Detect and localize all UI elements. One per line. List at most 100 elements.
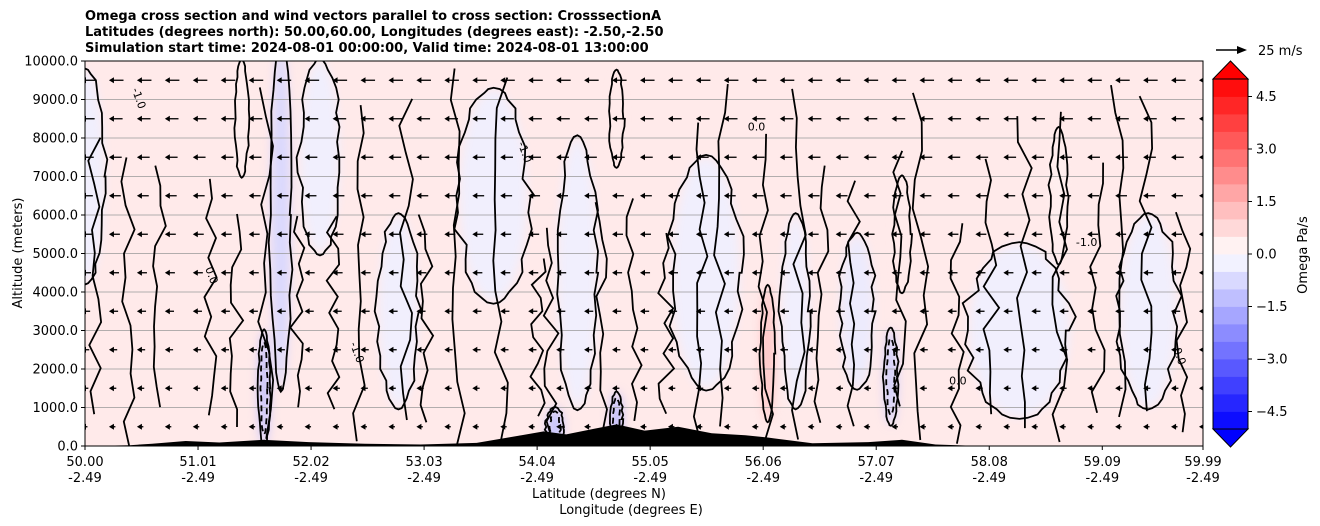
wind-vector-head-2-0 <box>136 423 142 430</box>
contour-filament-1 <box>120 157 136 446</box>
wind-vector-head-31-2 <box>947 346 953 353</box>
wind-vector-head-3-9 <box>164 77 170 84</box>
wind-vector-head-22-2 <box>695 346 701 353</box>
wind-vector-head-21-6 <box>667 192 673 199</box>
wind-vector-head-30-1 <box>919 385 925 392</box>
wind-vector-head-23-8 <box>723 115 729 122</box>
wind-vector-head-2-9 <box>136 77 142 84</box>
wind-vector-head-38-3 <box>1143 308 1149 315</box>
wind-vector-head-38-8 <box>1143 115 1149 122</box>
wind-vector-head-4-4 <box>192 269 198 276</box>
wind-vector-head-4-3 <box>192 308 198 315</box>
wind-vector-head-12-7 <box>416 154 422 161</box>
contour-filament-30 <box>1089 162 1106 414</box>
wind-vector-head-21-5 <box>667 231 673 238</box>
wind-vector-head-1-6 <box>108 192 114 199</box>
wind-vector-head-16-1 <box>528 385 534 392</box>
x-tick-label-lat-0: 50.00 <box>66 455 103 470</box>
wind-vector-head-40-4 <box>1199 270 1203 276</box>
wind-vector-head-39-1 <box>1171 385 1177 392</box>
colorbar-level-3 <box>1213 359 1248 377</box>
wind-vector-head-23-3 <box>723 308 729 315</box>
wind-vector-head-12-6 <box>416 192 422 199</box>
wind-vector-head-3-8 <box>164 115 170 122</box>
wind-vector-head-31-5 <box>947 231 953 238</box>
wind-vector-head-25-5 <box>779 231 785 238</box>
wind-vector-head-34-3 <box>1031 308 1037 315</box>
y-tick-label-3: 3000.0 <box>33 324 79 339</box>
x-tick-label-lon-3: -2.49 <box>407 471 441 486</box>
wind-vector-head-14-7 <box>472 154 478 161</box>
colorbar-level-15 <box>1213 149 1248 167</box>
wind-vector-head-27-7 <box>835 154 841 161</box>
wind-vector-head-3-6 <box>164 192 170 199</box>
wind-vector-head-30-2 <box>919 346 925 353</box>
wind-vector-head-38-7 <box>1143 154 1149 161</box>
wind-vector-head-21-1 <box>667 385 673 392</box>
wind-vector-head-6-3 <box>248 308 254 315</box>
wind-vector-head-20-3 <box>640 308 645 315</box>
contour-zero-5 <box>556 134 600 412</box>
contour-filament-32 <box>1138 95 1154 412</box>
wind-vector-head-1-0 <box>108 423 114 430</box>
wind-vector-head-18-3 <box>584 308 590 315</box>
wind-vector-head-19-1 <box>612 385 618 392</box>
y-axis: 0.0 1000.0 2000.0 3000.0 4000.0 5000.0 6000.0 7… <box>24 55 85 455</box>
colorbar-tick-label-1: −3.0 <box>1256 353 1288 368</box>
y-tick-label-4: 4000.0 <box>33 286 79 301</box>
wind-vector-head-32-7 <box>975 154 981 161</box>
y-tick-label-5: 5000.0 <box>33 247 79 262</box>
wind-vector-head-17-2 <box>556 346 562 353</box>
wind-vector-head-13-6 <box>444 192 450 199</box>
wind-vector-head-32-0 <box>975 423 981 430</box>
x-tick-label-lon-8: -2.49 <box>972 471 1006 486</box>
wind-vector-head-11-7 <box>388 154 394 161</box>
omega-blob-4 <box>459 89 528 302</box>
wind-vector-head-30-8 <box>919 115 925 122</box>
wind-vector-head-24-7 <box>751 154 757 161</box>
wind-vector-head-28-4 <box>863 269 869 276</box>
wind-vector-head-31-8 <box>947 115 953 122</box>
wind-vector-head-26-0 <box>807 423 813 430</box>
wind-vector-head-37-0 <box>1115 423 1121 430</box>
wind-vector-head-19-3 <box>612 308 618 315</box>
wind-vector-head-35-1 <box>1059 385 1065 392</box>
wind-vector-head-29-0 <box>891 423 897 430</box>
wind-vector-head-5-3 <box>220 308 226 315</box>
x-tick-label-lat-2: 52.02 <box>292 455 329 470</box>
colorbar-level-11 <box>1213 219 1248 237</box>
wind-vector-head-23-6 <box>723 192 729 199</box>
wind-vector-head-20-1 <box>640 385 645 392</box>
wind-vector-head-17-5 <box>556 231 562 238</box>
wind-vector-head-39-8 <box>1171 115 1177 122</box>
chart-title-line-1: Omega cross section and wind vectors par… <box>85 9 662 24</box>
wind-vector-head-33-6 <box>1003 192 1009 199</box>
wind-vector-head-15-3 <box>500 308 506 315</box>
wind-vector-head-24-5 <box>751 231 757 238</box>
colorbar-level-5 <box>1213 324 1248 342</box>
wind-vector-head-13-4 <box>444 269 450 276</box>
x-tick-label-lat-7: 57.07 <box>858 455 895 470</box>
wind-vector-head-24-0 <box>751 423 757 430</box>
wind-vector-head-12-0 <box>416 423 422 430</box>
wind-vector-head-13-5 <box>444 231 450 238</box>
wind-vector-head-26-9 <box>807 77 813 84</box>
wind-vector-head-26-4 <box>807 269 813 276</box>
wind-vector-head-7-5 <box>276 231 282 238</box>
wind-vector-head-37-2 <box>1115 346 1121 353</box>
x-tick-label-lon-10: -2.49 <box>1186 471 1220 486</box>
wind-vector-head-15-2 <box>500 346 506 353</box>
wind-vector-head-14-6 <box>472 192 478 199</box>
contour-label-3: 0.0 <box>949 374 967 387</box>
wind-vector-head-4-0 <box>192 423 198 430</box>
wind-vector-head-27-2 <box>835 346 841 353</box>
contour-zero-1 <box>267 61 294 394</box>
wind-vector-head-25-3 <box>779 308 785 315</box>
y-tick-label-6: 6000.0 <box>33 209 79 224</box>
wind-vector-head-37-9 <box>1115 77 1121 84</box>
wind-vector-head-4-8 <box>192 115 198 122</box>
contour-zero-6 <box>666 153 745 392</box>
contour-filament-22 <box>813 165 830 424</box>
colorbar-level-7 <box>1213 289 1248 307</box>
wind-vector-head-7-9 <box>276 77 282 84</box>
